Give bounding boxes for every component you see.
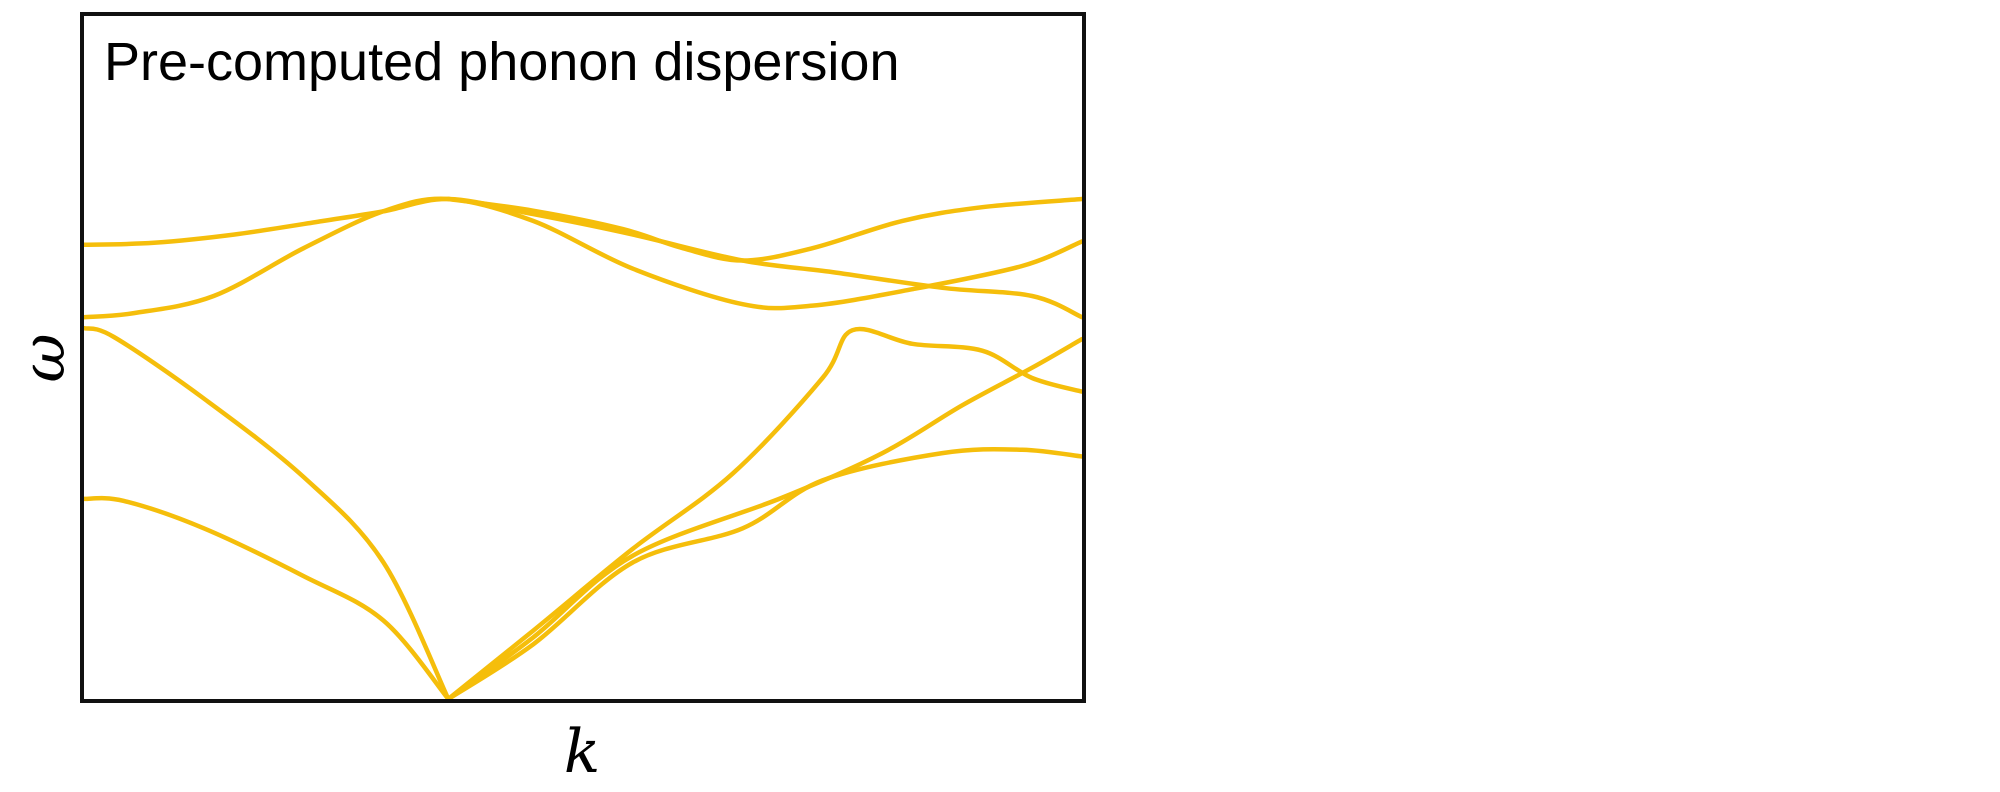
dispersion-branch-6 [446, 326, 1085, 702]
dispersion-branch-3 [81, 196, 1085, 320]
y-axis-label: ω [9, 334, 79, 383]
dispersion-curves [81, 196, 1085, 702]
dispersion-branch-8 [446, 336, 1085, 702]
dispersion-branch-5 [446, 196, 1085, 263]
dispersion-branch-2 [81, 325, 451, 702]
dispersion-branch-1 [81, 495, 451, 702]
chart-title: Pre-computed phonon dispersion [104, 32, 900, 92]
dispersion-branch-4 [81, 196, 1085, 320]
plot-frame [80, 12, 1086, 703]
x-axis-label: k [564, 717, 600, 787]
dispersion-branch-7 [446, 446, 1085, 702]
